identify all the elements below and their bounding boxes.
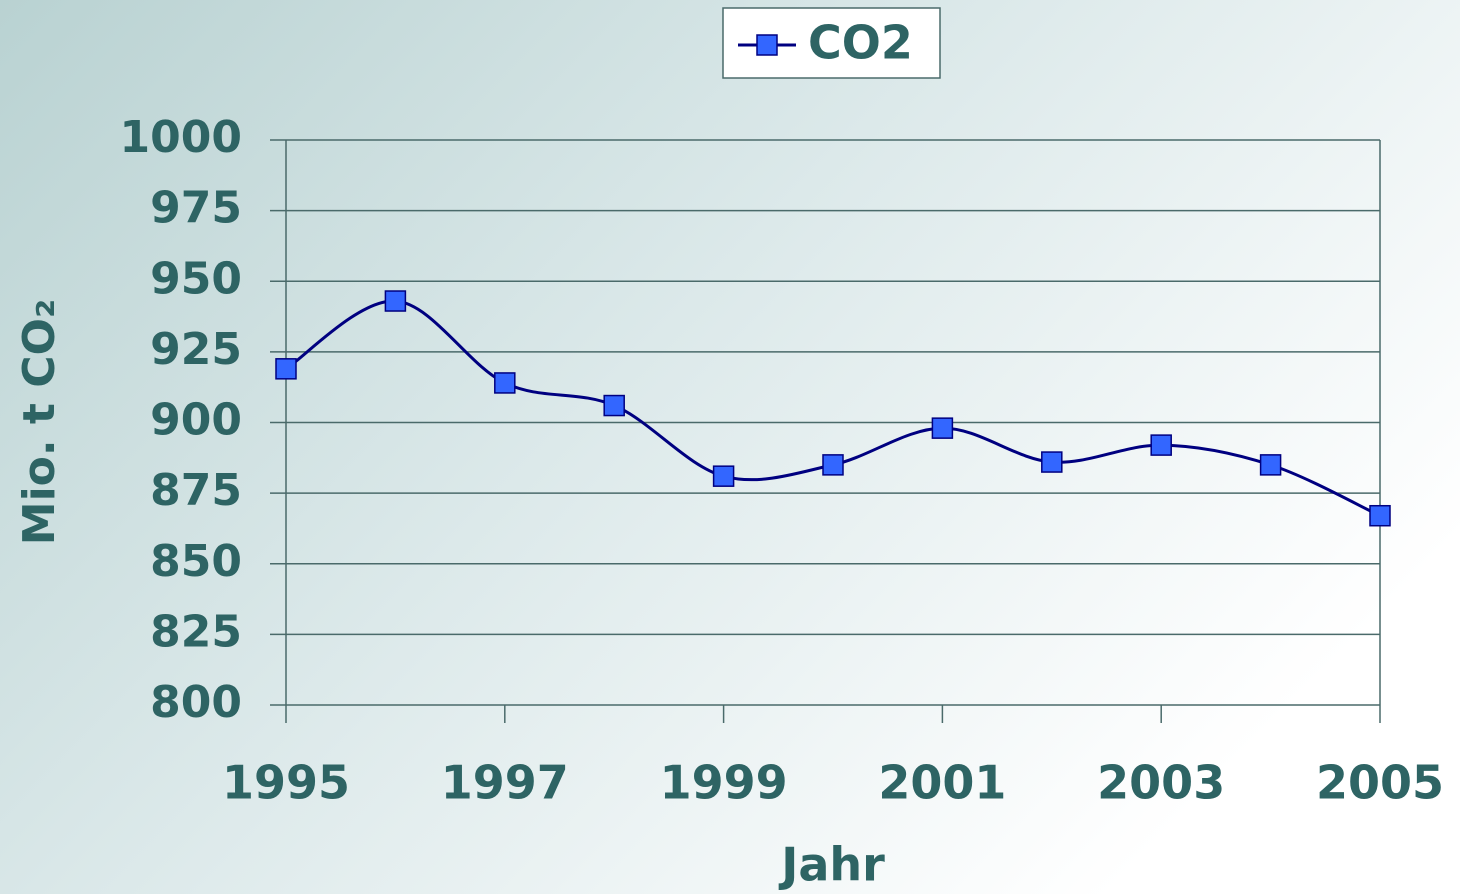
x-tick-label: 1995 xyxy=(222,756,350,810)
point xyxy=(275,358,297,380)
x-tick-label: 2005 xyxy=(1316,756,1444,810)
y-tick-label: 925 xyxy=(150,324,242,375)
point xyxy=(1369,504,1391,527)
legend-marker xyxy=(756,34,778,56)
point xyxy=(384,290,407,312)
x-tick-label: 1997 xyxy=(441,756,569,810)
y-axis-label: Mio. t CO₂ xyxy=(14,299,65,545)
point xyxy=(712,465,735,487)
point xyxy=(1041,451,1063,473)
y-tick-label: 900 xyxy=(150,395,242,446)
y-tick-label: 800 xyxy=(150,677,242,728)
y-tick-label: 875 xyxy=(150,465,242,516)
point xyxy=(494,372,516,394)
y-tick-label: 850 xyxy=(150,536,242,587)
x-tick-label: 2003 xyxy=(1097,756,1225,810)
point xyxy=(603,394,625,417)
y-tick-label: 975 xyxy=(150,183,242,234)
point xyxy=(822,454,844,476)
x-tick-label: 1999 xyxy=(660,756,788,810)
x-axis-label: Jahr xyxy=(778,838,885,892)
y-tick-label: 950 xyxy=(150,253,242,304)
point xyxy=(931,417,954,439)
point xyxy=(1150,434,1172,456)
point xyxy=(1259,454,1282,476)
x-tick-label: 2001 xyxy=(878,756,1006,810)
y-tick-label: 825 xyxy=(150,606,242,657)
y-tick-label: 1000 xyxy=(120,112,242,163)
legend-label: CO2 xyxy=(808,16,913,70)
